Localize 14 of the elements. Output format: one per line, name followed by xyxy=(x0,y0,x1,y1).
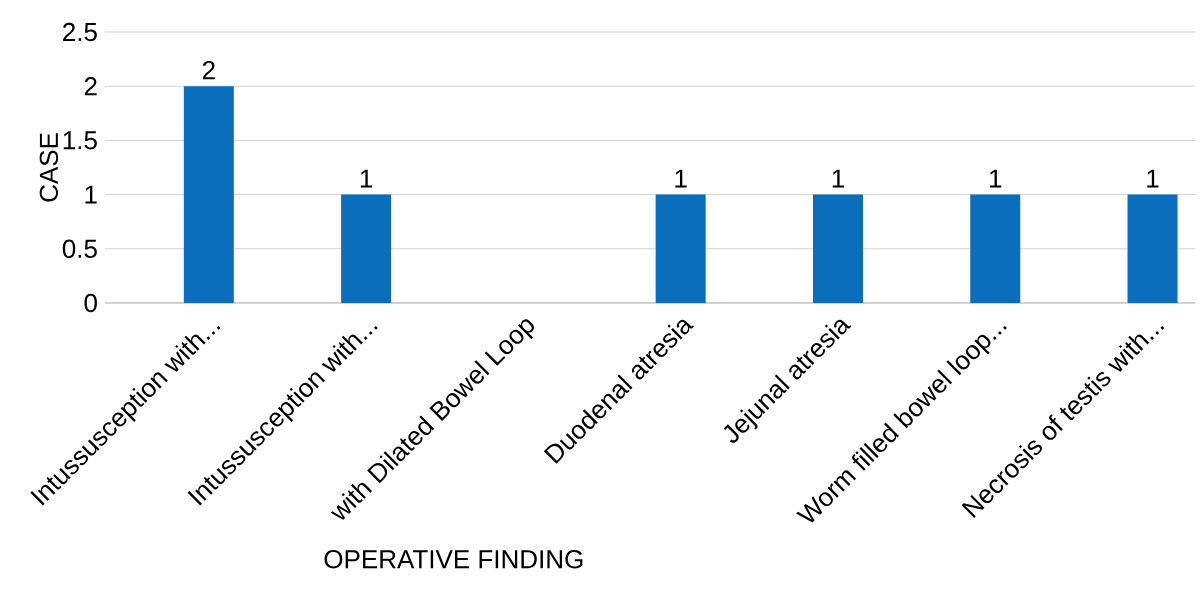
x-axis-title: OPERATIVE FINDING xyxy=(324,550,583,569)
data-label: 1 xyxy=(1147,169,1159,188)
y-tick-label: 2.5 xyxy=(63,22,97,42)
y-axis-title: CASE xyxy=(39,133,59,202)
y-tick-label: 0 xyxy=(84,293,97,313)
y-tick-label: 0.5 xyxy=(62,239,97,258)
data-label: 1 xyxy=(832,169,844,188)
y-tick-label: 1.5 xyxy=(63,131,97,150)
data-label: 2 xyxy=(202,60,215,80)
y-tick-label: 1 xyxy=(85,185,97,204)
data-label: 1 xyxy=(675,169,687,188)
y-tick-label: 2 xyxy=(84,77,97,96)
data-label: 1 xyxy=(990,169,1002,188)
data-label: 1 xyxy=(360,169,373,188)
